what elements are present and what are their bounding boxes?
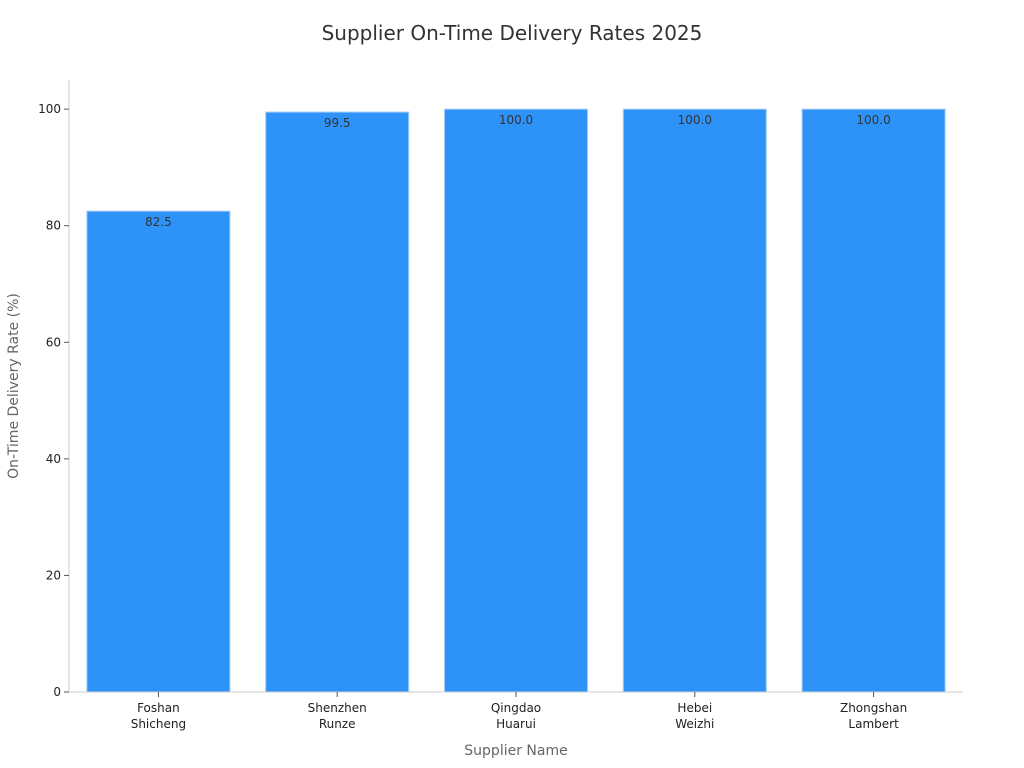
y-tick-label: 0 xyxy=(53,685,61,699)
x-tick-label-line: Shenzhen xyxy=(308,701,367,715)
x-tick-label: Zhongshan Lambert xyxy=(840,701,907,731)
x-tick-label: Qingdao Huarui xyxy=(491,701,541,731)
y-tick-label: 100 xyxy=(38,102,61,116)
bar-3 xyxy=(622,108,767,693)
data-label: 100.0 xyxy=(499,113,533,127)
x-tick-label-line: Hebei xyxy=(677,701,712,715)
x-tick-label-line: Foshan xyxy=(137,701,180,715)
x-tick-label-line: Weizhi xyxy=(675,717,714,731)
x-tick-label-line: Shicheng xyxy=(131,717,186,731)
data-label: 100.0 xyxy=(856,113,890,127)
y-tick-label: 40 xyxy=(46,452,61,466)
x-axis: Foshan Shicheng Shenzhen Runze Qingdao Huarui… xyxy=(69,691,963,731)
x-tick-label: Foshan Shicheng xyxy=(131,701,186,731)
bar-2 xyxy=(443,108,589,693)
x-tick-label: Shenzhen Runze xyxy=(308,701,367,731)
bar-1 xyxy=(265,111,410,693)
bars-group: 82.5 99.5 100.0 100.0 100.0 xyxy=(86,108,946,693)
x-tick-label: Hebei Weizhi xyxy=(675,701,714,731)
x-tick-label-line: Runze xyxy=(319,717,356,731)
data-label: 82.5 xyxy=(145,215,172,229)
y-tick-label: 60 xyxy=(46,335,61,349)
bar-4 xyxy=(801,108,946,693)
y-axis: 0 20 40 60 80 100 xyxy=(38,80,70,699)
y-tick-label: 20 xyxy=(46,568,61,582)
y-tick-label: 80 xyxy=(46,219,61,233)
data-label: 99.5 xyxy=(324,116,351,130)
x-tick-label-line: Huarui xyxy=(496,717,536,731)
bar-0 xyxy=(86,210,231,693)
data-label: 100.0 xyxy=(678,113,712,127)
x-axis-label: Supplier Name xyxy=(464,743,567,759)
chart-title: Supplier On-Time Delivery Rates 2025 xyxy=(322,21,703,45)
x-tick-label-line: Zhongshan xyxy=(840,701,907,715)
y-axis-label: On-Time Delivery Rate (%) xyxy=(6,293,22,479)
x-tick-label-line: Lambert xyxy=(848,717,899,731)
x-tick-label-line: Qingdao xyxy=(491,701,541,715)
